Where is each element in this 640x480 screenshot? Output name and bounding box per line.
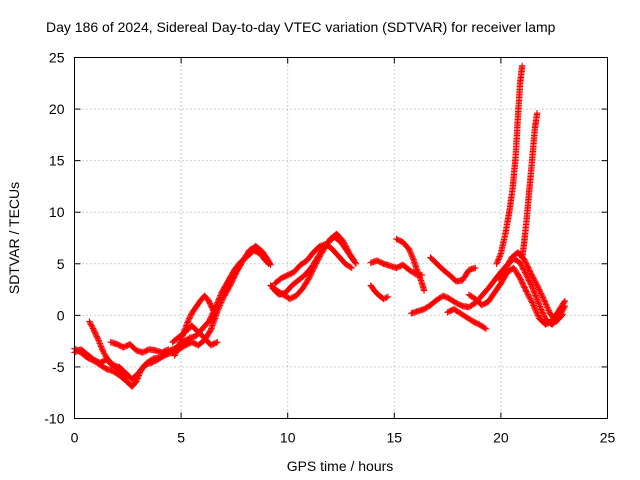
x-tick-label: 0 xyxy=(71,430,79,446)
data-point-markers xyxy=(519,110,541,261)
x-tick-label: 10 xyxy=(280,430,296,446)
y-tick-label: -10 xyxy=(44,411,64,427)
data-point-markers xyxy=(86,318,131,380)
y-tick-label: 5 xyxy=(57,256,65,272)
y-tick-label: 20 xyxy=(49,101,65,117)
y-tick-label: 15 xyxy=(49,153,65,169)
data-point-markers xyxy=(71,243,272,390)
data-point-markers xyxy=(465,264,569,328)
data-series xyxy=(367,282,392,303)
data-point-markers xyxy=(444,306,490,332)
data-series xyxy=(86,318,131,380)
data-point-markers xyxy=(367,257,426,279)
data-series xyxy=(519,110,541,261)
data-point-markers xyxy=(252,243,274,268)
data-series xyxy=(427,254,479,285)
plot-frame xyxy=(74,57,608,419)
y-tick-label: 0 xyxy=(57,307,65,323)
data-series xyxy=(408,255,569,328)
y-tick-label: -5 xyxy=(52,359,65,375)
data-series xyxy=(465,264,569,328)
data-point-markers xyxy=(493,62,526,267)
data-series xyxy=(252,243,274,268)
chart-title: Day 186 of 2024, Sidereal Day-to-day VTE… xyxy=(46,19,556,35)
data-series xyxy=(169,322,221,349)
data-series xyxy=(393,235,428,294)
data-point-markers xyxy=(495,249,566,325)
data-point-markers xyxy=(367,282,392,303)
data-series xyxy=(493,62,526,267)
axis-ticks: 0 5 10 15 20 25 -10 -5 0 5 10 15 20 25 xyxy=(44,50,615,446)
data-point-markers xyxy=(393,235,428,294)
data-point-markers xyxy=(408,255,569,328)
data-series xyxy=(71,243,272,390)
data-series xyxy=(444,306,490,332)
x-tick-label: 5 xyxy=(177,430,185,446)
data-series xyxy=(271,241,355,287)
data-point-markers xyxy=(427,254,479,285)
data-series xyxy=(107,339,172,356)
data-point-markers xyxy=(267,233,357,303)
data-series xyxy=(495,249,566,325)
x-axis-label: GPS time / hours xyxy=(287,458,394,474)
data-series xyxy=(267,233,357,303)
grid xyxy=(74,57,608,419)
x-tick-label: 15 xyxy=(387,430,403,446)
data-series xyxy=(367,257,426,279)
y-tick-label: 10 xyxy=(49,204,65,220)
data-point-markers xyxy=(169,322,221,349)
y-axis-label: SDTVAR / TECUs xyxy=(6,182,22,294)
data-layer xyxy=(71,62,569,390)
x-tick-label: 25 xyxy=(600,430,616,446)
data-point-markers xyxy=(271,241,355,287)
x-tick-label: 20 xyxy=(493,430,509,446)
data-point-markers xyxy=(107,339,172,356)
y-tick-label: 25 xyxy=(49,50,65,66)
